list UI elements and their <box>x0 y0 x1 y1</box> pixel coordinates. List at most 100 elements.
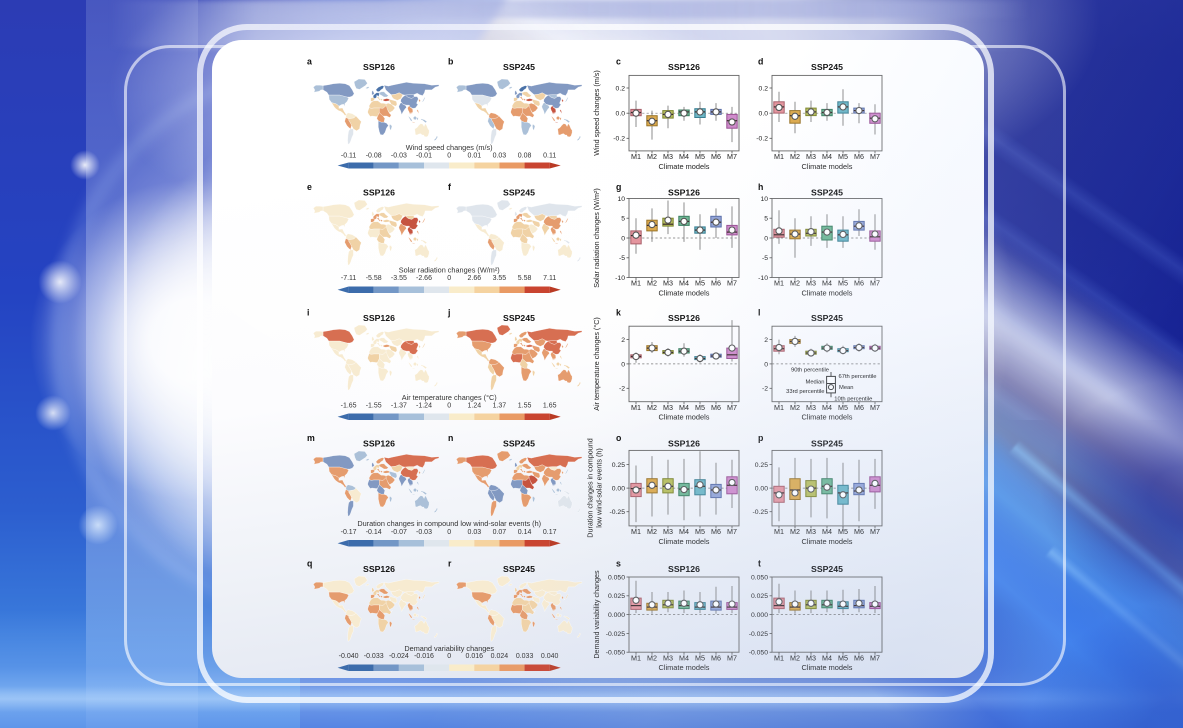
svg-text:M5: M5 <box>838 403 848 412</box>
svg-text:10: 10 <box>760 196 768 203</box>
svg-text:0.11: 0.11 <box>543 153 556 160</box>
svg-text:j: j <box>447 308 450 318</box>
svg-text:-5: -5 <box>762 255 768 262</box>
svg-text:M1: M1 <box>774 653 784 662</box>
svg-text:M5: M5 <box>838 653 848 662</box>
svg-text:Climate models: Climate models <box>659 162 710 171</box>
svg-text:0: 0 <box>447 403 451 410</box>
svg-text:-7.11: -7.11 <box>341 275 357 282</box>
svg-text:c: c <box>616 57 621 67</box>
svg-text:-0.03: -0.03 <box>391 153 407 160</box>
svg-text:-0.033: -0.033 <box>364 653 384 660</box>
svg-text:M7: M7 <box>727 653 737 662</box>
svg-text:Climate models: Climate models <box>659 289 710 298</box>
svg-text:2: 2 <box>621 337 625 344</box>
svg-text:0.0: 0.0 <box>759 111 769 118</box>
svg-text:M2: M2 <box>647 279 657 288</box>
svg-text:Climate models: Climate models <box>659 413 710 422</box>
svg-text:M7: M7 <box>870 527 880 536</box>
svg-text:Climate models: Climate models <box>802 413 853 422</box>
svg-text:M1: M1 <box>631 527 641 536</box>
svg-text:SSP245: SSP245 <box>811 439 843 449</box>
svg-text:k: k <box>616 308 621 318</box>
svg-text:-0.14: -0.14 <box>366 529 382 536</box>
svg-text:0.01: 0.01 <box>467 153 481 160</box>
svg-text:M2: M2 <box>647 527 657 536</box>
svg-text:SSP126: SSP126 <box>363 188 395 198</box>
svg-text:SSP126: SSP126 <box>668 188 700 198</box>
svg-text:M5: M5 <box>695 152 705 161</box>
svg-text:M1: M1 <box>631 653 641 662</box>
svg-text:5: 5 <box>621 216 625 223</box>
svg-text:f: f <box>448 182 451 192</box>
svg-text:M1: M1 <box>774 279 784 288</box>
svg-text:-10: -10 <box>758 275 768 282</box>
svg-text:5: 5 <box>764 216 768 223</box>
svg-text:1.37: 1.37 <box>493 403 507 410</box>
svg-text:0: 0 <box>447 275 451 282</box>
svg-text:-0.01: -0.01 <box>416 153 432 160</box>
svg-text:M2: M2 <box>790 653 800 662</box>
svg-text:m: m <box>307 433 315 443</box>
svg-text:-0.024: -0.024 <box>389 653 409 660</box>
svg-text:SSP126: SSP126 <box>668 439 700 449</box>
svg-text:Duration changes in compound l: Duration changes in compound low wind-so… <box>357 519 541 528</box>
svg-text:M4: M4 <box>822 653 832 662</box>
svg-text:0: 0 <box>621 235 625 242</box>
svg-text:M3: M3 <box>663 403 673 412</box>
svg-text:0.17: 0.17 <box>543 529 557 536</box>
svg-text:SSP245: SSP245 <box>503 62 535 72</box>
svg-text:M5: M5 <box>695 653 705 662</box>
svg-text:0.25: 0.25 <box>612 462 625 469</box>
svg-text:M4: M4 <box>679 279 689 288</box>
svg-text:1.65: 1.65 <box>543 403 557 410</box>
svg-text:0.050: 0.050 <box>608 574 625 581</box>
svg-text:-0.03: -0.03 <box>416 529 432 536</box>
svg-text:-2: -2 <box>619 386 625 393</box>
svg-text:M7: M7 <box>727 279 737 288</box>
svg-text:Climate models: Climate models <box>802 289 853 298</box>
svg-text:M7: M7 <box>727 527 737 536</box>
svg-text:0.050: 0.050 <box>751 574 768 581</box>
svg-text:0: 0 <box>447 653 451 660</box>
svg-text:M4: M4 <box>679 527 689 536</box>
svg-text:Wind speed changes (m/s): Wind speed changes (m/s) <box>592 70 601 156</box>
svg-text:-0.2: -0.2 <box>613 136 625 143</box>
svg-text:-0.025: -0.025 <box>749 631 768 638</box>
svg-text:Solar radiation changes (W/m²): Solar radiation changes (W/m²) <box>399 266 500 275</box>
svg-text:0.2: 0.2 <box>616 85 626 92</box>
svg-text:0.000: 0.000 <box>751 612 768 619</box>
svg-text:M2: M2 <box>790 152 800 161</box>
svg-text:0.08: 0.08 <box>518 153 532 160</box>
svg-text:Duration changes in compound: Duration changes in compound <box>586 438 595 538</box>
svg-text:Climate models: Climate models <box>802 663 853 672</box>
svg-text:-0.025: -0.025 <box>606 631 625 638</box>
svg-text:-5: -5 <box>619 255 625 262</box>
svg-text:M1: M1 <box>631 152 641 161</box>
svg-text:M7: M7 <box>727 403 737 412</box>
svg-text:0.14: 0.14 <box>518 529 532 536</box>
svg-text:Climate models: Climate models <box>802 537 853 546</box>
svg-text:Climate models: Climate models <box>659 537 710 546</box>
svg-text:M2: M2 <box>647 403 657 412</box>
svg-text:d: d <box>758 57 763 67</box>
svg-text:-3.55: -3.55 <box>391 275 407 282</box>
svg-text:M2: M2 <box>790 403 800 412</box>
svg-text:Air temperature changes (°C): Air temperature changes (°C) <box>402 393 497 402</box>
svg-text:M2: M2 <box>790 279 800 288</box>
svg-text:-0.2: -0.2 <box>756 136 768 143</box>
svg-text:0: 0 <box>764 235 768 242</box>
svg-text:l: l <box>758 308 760 318</box>
svg-text:M7: M7 <box>870 279 880 288</box>
svg-text:Demand variability changes: Demand variability changes <box>592 570 601 659</box>
svg-text:-0.050: -0.050 <box>606 650 625 657</box>
svg-text:M3: M3 <box>806 653 816 662</box>
svg-text:M4: M4 <box>822 403 832 412</box>
svg-text:M5: M5 <box>838 279 848 288</box>
svg-text:0: 0 <box>447 529 451 536</box>
svg-text:90th percentile: 90th percentile <box>791 367 829 373</box>
svg-text:M5: M5 <box>838 152 848 161</box>
svg-text:2.66: 2.66 <box>467 275 481 282</box>
svg-text:-0.050: -0.050 <box>749 650 768 657</box>
svg-text:SSP245: SSP245 <box>503 439 535 449</box>
